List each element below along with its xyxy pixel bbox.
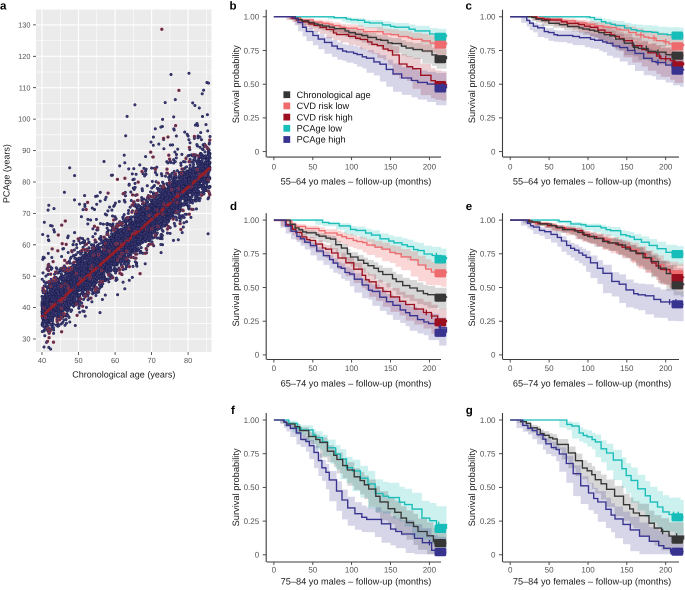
svg-text:50: 50	[22, 272, 30, 281]
svg-text:Chronological age (years): Chronological age (years)	[72, 370, 175, 380]
svg-text:90: 90	[22, 146, 30, 155]
svg-text:70: 70	[22, 209, 30, 218]
svg-text:40: 40	[22, 303, 30, 312]
svg-text:50: 50	[74, 356, 82, 365]
svg-text:30: 30	[22, 335, 30, 344]
svg-text:110: 110	[19, 83, 31, 92]
svg-text:80: 80	[184, 356, 192, 365]
svg-text:PCAge (years): PCAge (years)	[2, 144, 12, 203]
svg-text:70: 70	[147, 356, 155, 365]
svg-text:130: 130	[18, 21, 30, 30]
svg-text:120: 120	[18, 52, 30, 61]
svg-text:100: 100	[18, 115, 30, 124]
svg-text:60: 60	[111, 356, 119, 365]
svg-text:40: 40	[38, 356, 46, 365]
svg-text:60: 60	[22, 240, 30, 249]
svg-text:80: 80	[22, 178, 30, 187]
